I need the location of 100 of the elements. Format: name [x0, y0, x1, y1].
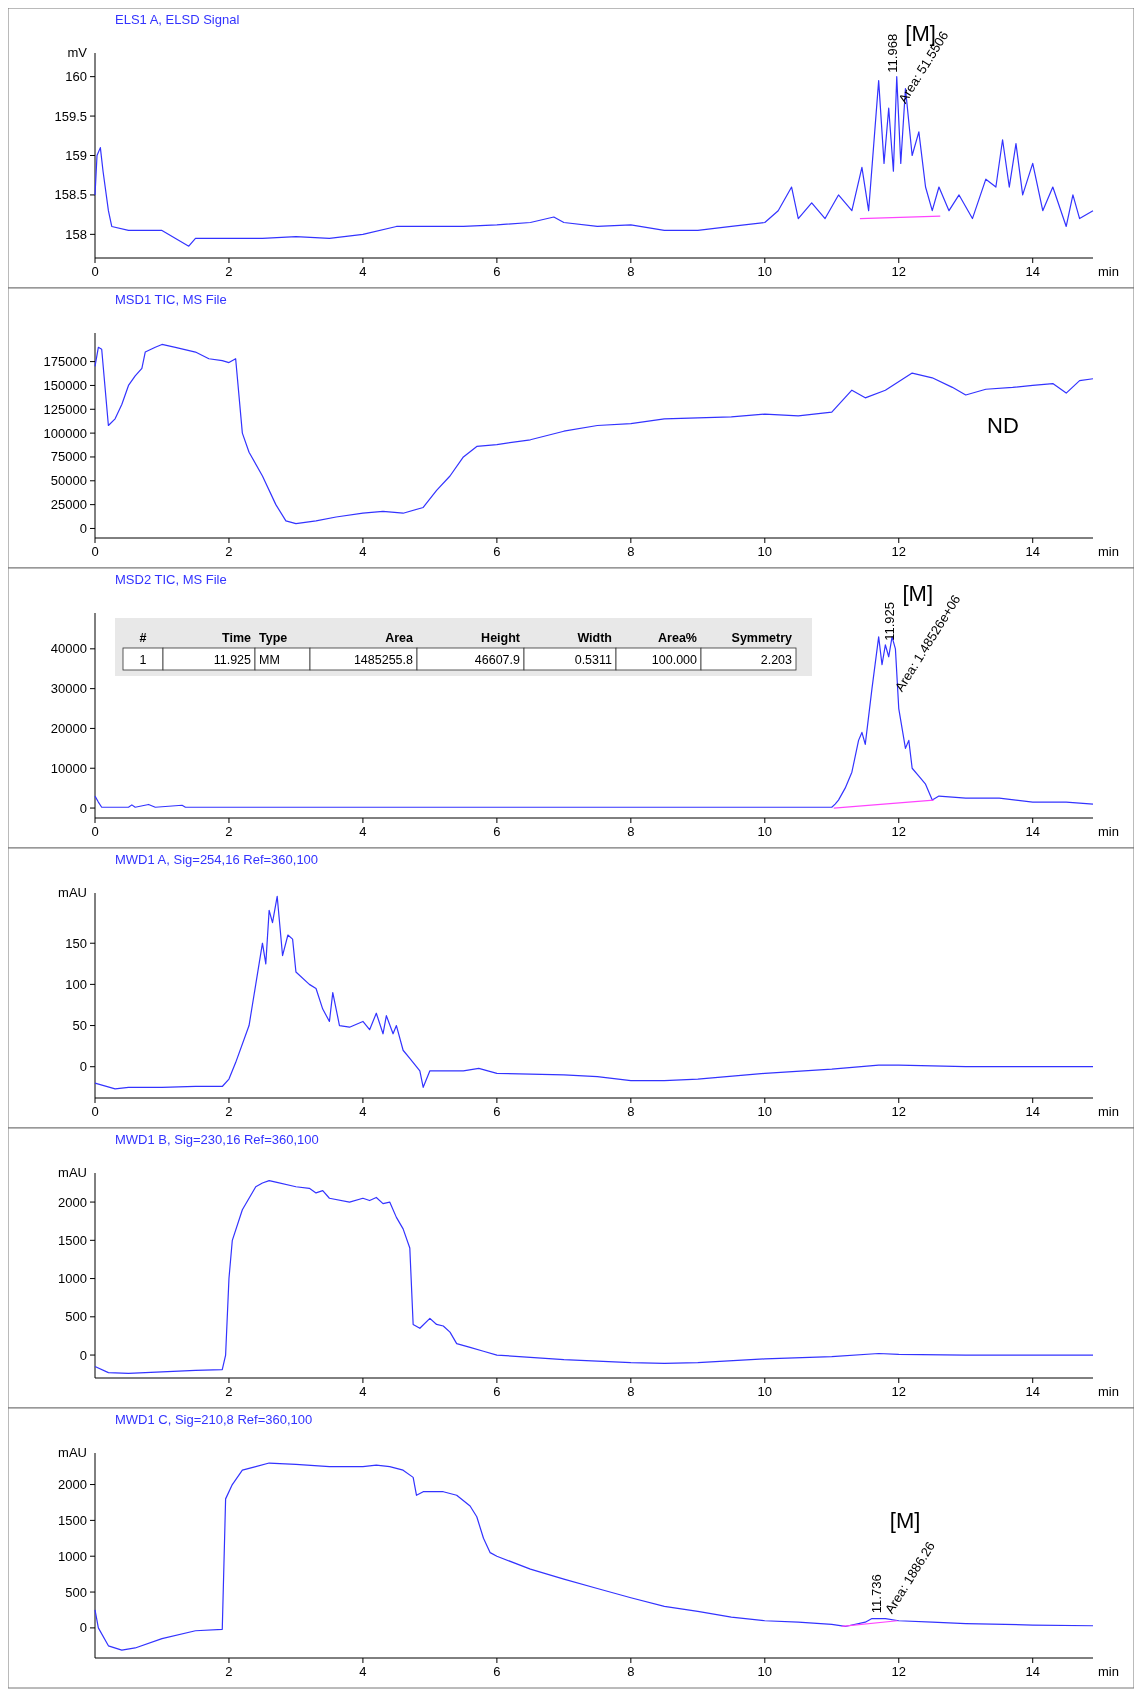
x-tick-label: 4	[359, 824, 367, 839]
y-tick-label: 1000	[58, 1548, 87, 1564]
x-tick-label: 10	[757, 1664, 773, 1679]
annotation: Symmetry	[731, 631, 793, 645]
chart-title: MWD1 C, Sig=210,8 Ref=360,100	[115, 1412, 313, 1427]
x-tick-label: 6	[493, 824, 501, 839]
x-tick-label: 8	[627, 544, 635, 559]
x-tick-label: 2	[225, 1104, 233, 1119]
y-tick-label: 160	[65, 69, 87, 85]
y-tick-label: 0	[79, 1347, 87, 1363]
x-tick-label: 10	[757, 264, 773, 279]
x-tick-label: 8	[627, 264, 635, 279]
x-tick-label: 6	[493, 1384, 501, 1399]
y-tick-label: 100000	[43, 425, 87, 441]
x-tick-label: 14	[1025, 1664, 1040, 1679]
y-axis-title: mV	[67, 45, 88, 60]
annotation: 46607.9	[474, 653, 521, 667]
x-tick-label: 6	[493, 1664, 501, 1679]
x-tick-label: 6	[493, 264, 501, 279]
x-tick-label: 12	[891, 1104, 906, 1119]
x-tick-label: 2	[225, 824, 233, 839]
y-tick-label: 158.5	[54, 187, 87, 203]
y-tick-label: 1000	[58, 1271, 87, 1287]
y-tick-label: 150	[65, 935, 87, 951]
y-tick-label: 0	[79, 520, 87, 536]
y-tick-label: 0	[79, 1059, 87, 1075]
y-axis-title: mAU	[58, 1165, 87, 1180]
x-tick-label: 0	[91, 544, 99, 559]
x-tick-label: 8	[627, 824, 635, 839]
annotation: ND	[987, 413, 1019, 438]
annotation: Type	[259, 631, 288, 645]
chart-title: MWD1 B, Sig=230,16 Ref=360,100	[115, 1132, 319, 1147]
x-tick-label: 0	[91, 824, 99, 839]
y-tick-label: 158	[65, 226, 87, 242]
y-tick-label: 20000	[50, 720, 87, 736]
x-tick-label: 4	[359, 544, 367, 559]
chart-title: MSD1 TIC, MS File	[115, 292, 227, 307]
x-tick-label: 4	[359, 1664, 367, 1679]
y-tick-label: 159	[65, 148, 87, 163]
x-axis-title: min	[1098, 544, 1119, 559]
annotation: 11.736	[869, 1574, 885, 1614]
annotation: MM	[259, 653, 280, 667]
y-tick-label: 50	[72, 1018, 87, 1034]
annotation: 1	[139, 653, 147, 667]
x-tick-label: 10	[757, 1384, 773, 1399]
chart-title: MWD1 A, Sig=254,16 Ref=360,100	[115, 852, 319, 867]
x-tick-label: 0	[91, 264, 99, 279]
y-tick-label: 125000	[43, 401, 87, 417]
y-tick-label: 500	[65, 1584, 87, 1600]
line-series	[94, 1180, 1094, 1375]
x-tick-label: 14	[1025, 824, 1040, 839]
y-tick-label: 30000	[50, 681, 87, 697]
annotation: Height	[481, 631, 521, 645]
x-axis-title: min	[1098, 1664, 1119, 1679]
x-axis-title: min	[1098, 824, 1119, 839]
y-tick-label: 0	[79, 800, 87, 816]
y-tick-label: 2000	[58, 1194, 87, 1210]
x-tick-label: 14	[1025, 1384, 1040, 1399]
annotation: 100.000	[651, 653, 698, 667]
x-axis-title: min	[1098, 264, 1119, 279]
y-tick-label: 500	[65, 1309, 87, 1325]
x-tick-label: 10	[757, 1104, 773, 1119]
x-tick-label: 2	[225, 264, 233, 279]
line-series	[94, 895, 1094, 1090]
x-tick-label: 12	[891, 1664, 906, 1679]
chart-title: ELS1 A, ELSD Signal	[115, 12, 240, 27]
x-tick-label: 8	[627, 1384, 635, 1399]
annotation: 11.968	[884, 33, 900, 73]
x-tick-label: 2	[225, 1664, 233, 1679]
y-tick-label: 40000	[50, 641, 87, 657]
x-tick-label: 14	[1025, 544, 1040, 559]
y-tick-label: 100	[65, 976, 87, 992]
y-tick-label: 1500	[58, 1512, 87, 1528]
x-tick-label: 14	[1025, 1104, 1040, 1119]
y-tick-label: 75000	[50, 449, 87, 465]
x-tick-label: 6	[493, 544, 501, 559]
annotation: Area%	[658, 631, 697, 645]
annotation: 1485255.8	[353, 653, 414, 667]
x-axis-title: min	[1098, 1104, 1119, 1119]
line-series	[94, 1462, 1094, 1651]
y-tick-label: 159.5	[54, 108, 87, 124]
annotation: Area	[385, 631, 415, 645]
x-axis-title: min	[1098, 1384, 1119, 1399]
y-tick-label: 0	[79, 1620, 87, 1636]
x-tick-label: 2	[225, 1384, 233, 1399]
y-tick-label: 2000	[58, 1477, 87, 1493]
y-tick-label: 50000	[50, 473, 87, 489]
annotation: [M]	[889, 1508, 921, 1533]
x-tick-label: 14	[1025, 264, 1040, 279]
x-tick-label: 2	[225, 544, 233, 559]
y-tick-label: 10000	[50, 760, 87, 776]
annotation: 2.203	[760, 653, 793, 667]
x-tick-label: 0	[91, 1104, 99, 1119]
x-tick-label: 4	[359, 264, 367, 279]
x-tick-label: 4	[359, 1104, 367, 1119]
x-tick-label: 8	[627, 1664, 635, 1679]
y-tick-label: 25000	[50, 497, 87, 513]
x-tick-label: 12	[891, 1384, 906, 1399]
x-tick-label: 10	[757, 824, 773, 839]
y-tick-label: 175000	[43, 354, 87, 370]
